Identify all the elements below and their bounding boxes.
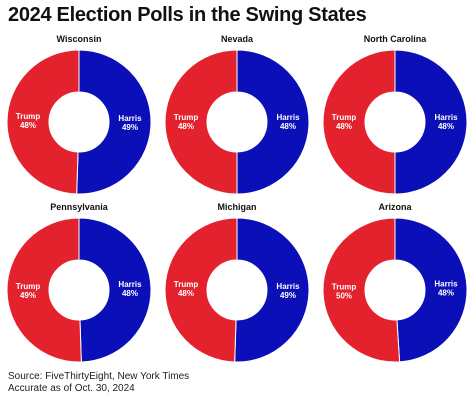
harris-name-label: Harris (118, 114, 142, 123)
source-line: Source: FiveThirtyEight, New York Times (8, 371, 190, 382)
harris-slice (236, 49, 310, 195)
harris-slice (76, 49, 152, 195)
harris-name-label: Harris (118, 280, 142, 289)
harris-slice (234, 217, 310, 363)
state-name: Michigan (217, 202, 257, 212)
trump-name-label: Trump (16, 282, 41, 291)
donut-panel: Wisconsin Harris 49% Trump 48% (0, 30, 158, 198)
harris-value-label: 49% (280, 291, 296, 300)
state-name: North Carolina (363, 34, 427, 44)
harris-slice (394, 49, 468, 195)
trump-slice (6, 49, 80, 195)
state-name: Pennsylvania (50, 202, 108, 212)
harris-value-label: 48% (438, 122, 454, 131)
chart-title: 2024 Election Polls in the Swing States (8, 4, 367, 26)
source-note: Source: FiveThirtyEight, New York Times … (8, 371, 189, 395)
trump-value-label: 48% (178, 289, 194, 298)
donut-panel: Pennsylvania Harris 48% Trump 49% (0, 198, 158, 366)
trump-slice (164, 49, 238, 195)
harris-slice (394, 217, 468, 363)
state-name: Arizona (378, 202, 412, 212)
trump-slice (322, 217, 401, 363)
harris-slice (78, 217, 152, 363)
state-name: Wisconsin (56, 34, 102, 44)
trump-value-label: 50% (336, 292, 352, 301)
trump-name-label: Trump (174, 113, 199, 122)
donut-panel: Nevada Harris 48% Trump 48% (158, 30, 316, 198)
donut-grid: Wisconsin Harris 49% Trump 48% Nevada Harris 48… (0, 30, 474, 366)
trump-value-label: 48% (336, 122, 352, 131)
harris-name-label: Harris (434, 279, 458, 288)
donut-panel: Michigan Harris 49% Trump 48% (158, 198, 316, 366)
harris-name-label: Harris (276, 282, 300, 291)
trump-value-label: 48% (20, 121, 36, 130)
harris-name-label: Harris (276, 113, 300, 122)
trump-name-label: Trump (174, 280, 199, 289)
trump-slice (322, 49, 396, 195)
trump-value-label: 49% (20, 291, 36, 300)
donut-panel: Arizona Harris 48% Trump 50% (316, 198, 474, 366)
trump-value-label: 48% (178, 122, 194, 131)
harris-value-label: 48% (438, 288, 454, 297)
harris-value-label: 48% (122, 289, 138, 298)
trump-slice (6, 217, 82, 363)
accuracy-line: Accurate as of Oct. 30, 2024 (8, 383, 135, 394)
donut-panel: North Carolina Harris 48% Trump 48% (316, 30, 474, 198)
trump-name-label: Trump (16, 112, 41, 121)
trump-name-label: Trump (332, 113, 357, 122)
harris-value-label: 48% (280, 122, 296, 131)
state-name: Nevada (220, 34, 254, 44)
trump-slice (164, 217, 238, 363)
harris-value-label: 49% (122, 123, 138, 132)
harris-name-label: Harris (434, 113, 458, 122)
trump-name-label: Trump (332, 283, 357, 292)
